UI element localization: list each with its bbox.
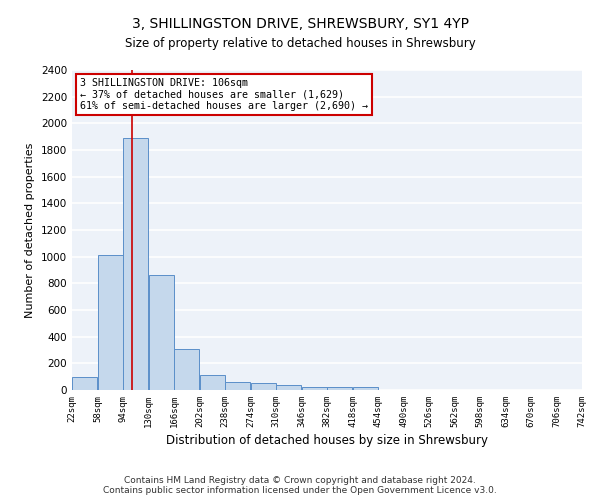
Bar (251, 384, 276, 390)
Y-axis label: Number of detached properties: Number of detached properties (25, 142, 35, 318)
Bar (353, 388, 378, 390)
Bar (302, 388, 327, 390)
Text: 3 SHILLINGSTON DRIVE: 106sqm
← 37% of detached houses are smaller (1,629)
61% of: 3 SHILLINGSTON DRIVE: 106sqm ← 37% of de… (80, 78, 368, 111)
Bar (98, 256, 123, 390)
Text: 3, SHILLINGSTON DRIVE, SHREWSBURY, SY1 4YP: 3, SHILLINGSTON DRIVE, SHREWSBURY, SY1 4… (131, 18, 469, 32)
Text: Size of property relative to detached houses in Shrewsbury: Size of property relative to detached ho… (125, 38, 475, 51)
Bar (327, 388, 352, 390)
X-axis label: Distribution of detached houses by size in Shrewsbury: Distribution of detached houses by size … (166, 434, 488, 447)
Bar (123, 138, 148, 390)
Bar (225, 382, 250, 390)
Bar (72, 376, 97, 390)
Bar (200, 374, 225, 390)
Text: Contains HM Land Registry data © Crown copyright and database right 2024.
Contai: Contains HM Land Registry data © Crown c… (103, 476, 497, 495)
Bar (174, 348, 199, 390)
Bar (149, 276, 174, 390)
Bar (276, 386, 301, 390)
